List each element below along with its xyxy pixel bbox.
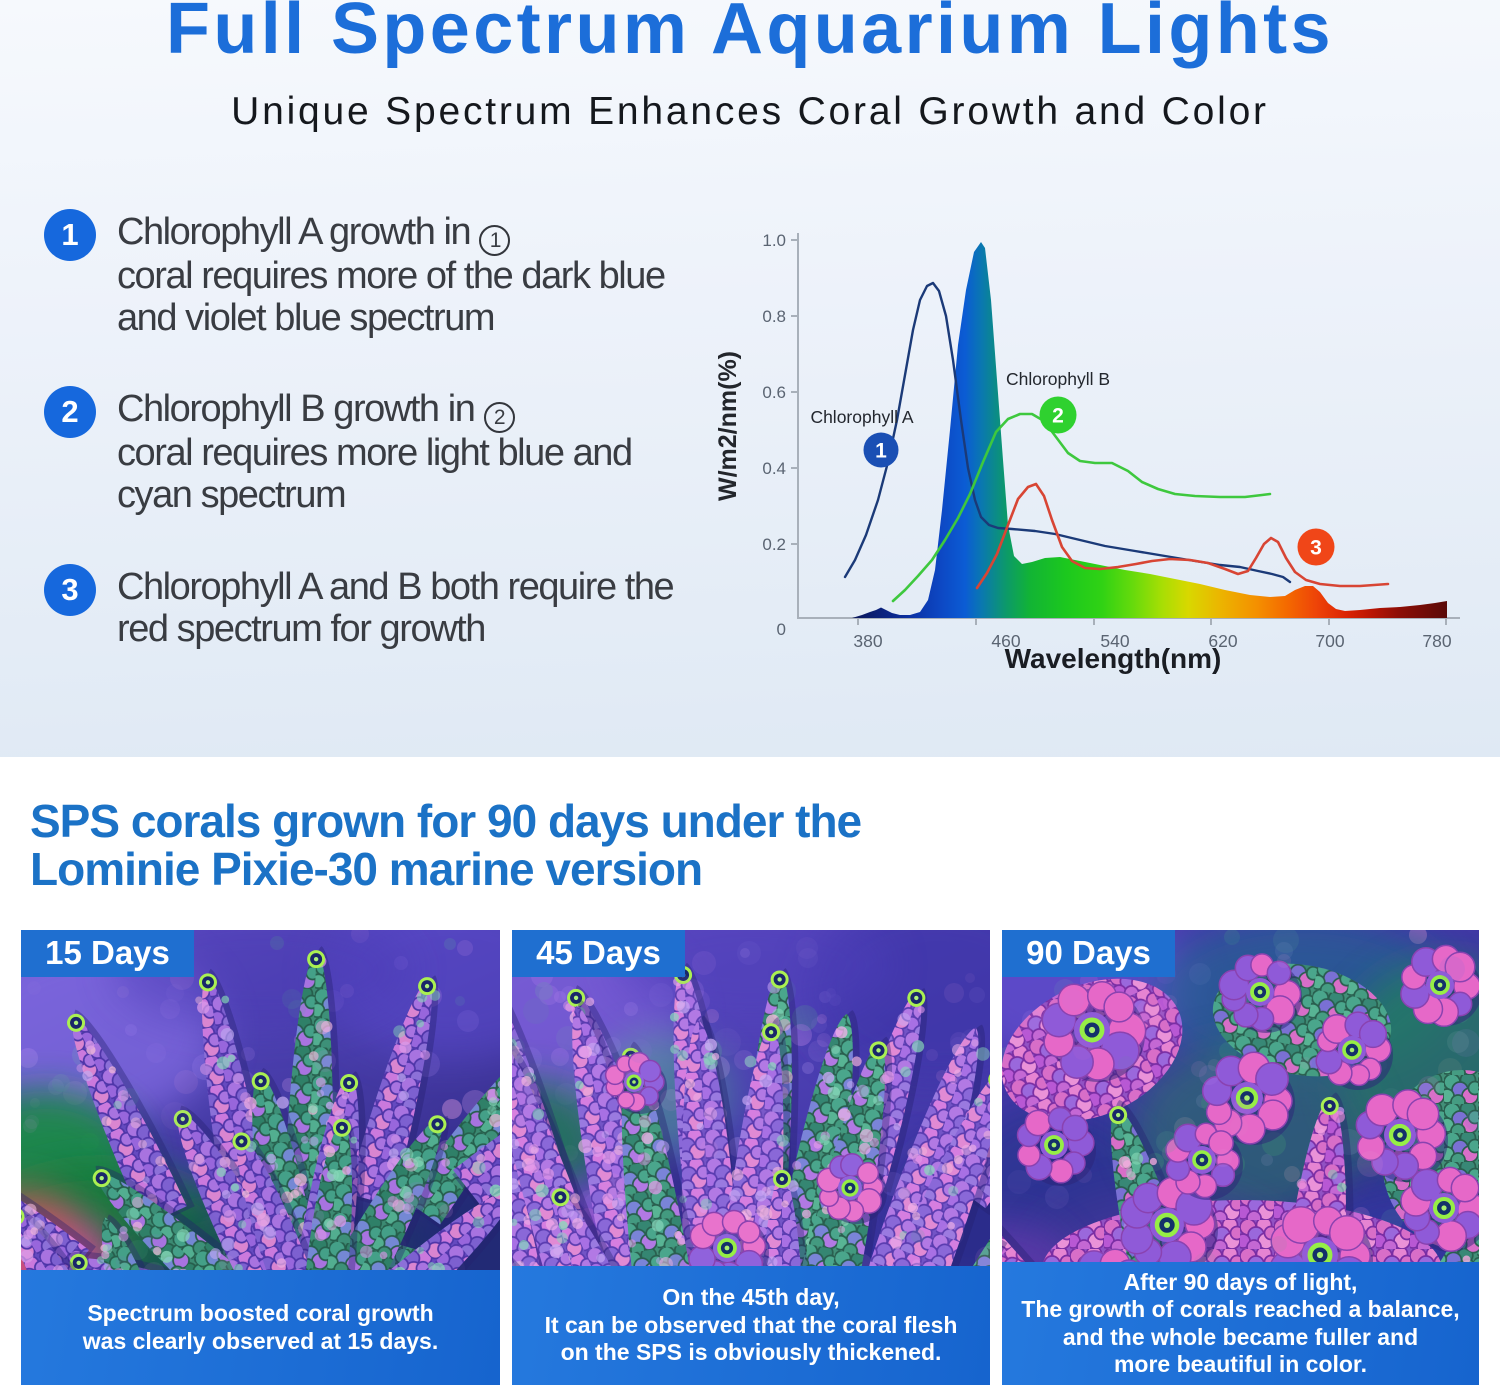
svg-text:1: 1 xyxy=(875,440,887,463)
svg-text:620: 620 xyxy=(1208,631,1237,651)
svg-text:W/m2/nm(%): W/m2/nm(%) xyxy=(714,351,742,501)
svg-text:2: 2 xyxy=(1052,405,1064,428)
svg-text:0.6: 0.6 xyxy=(762,383,786,402)
svg-text:3: 3 xyxy=(1310,537,1322,560)
svg-text:0.8: 0.8 xyxy=(762,307,786,326)
svg-text:Chlorophyll B: Chlorophyll B xyxy=(1006,369,1110,389)
svg-text:0.2: 0.2 xyxy=(762,535,786,554)
svg-text:0.4: 0.4 xyxy=(762,459,786,478)
svg-text:540: 540 xyxy=(1100,631,1129,651)
svg-text:Chlorophyll A: Chlorophyll A xyxy=(810,407,913,427)
svg-text:0: 0 xyxy=(777,620,786,639)
svg-text:460: 460 xyxy=(991,631,1020,651)
svg-text:700: 700 xyxy=(1315,631,1344,651)
svg-text:1.0: 1.0 xyxy=(762,231,786,250)
svg-text:780: 780 xyxy=(1422,631,1451,651)
svg-text:Wavelength(nm): Wavelength(nm) xyxy=(1005,643,1222,674)
svg-text:380: 380 xyxy=(853,631,882,651)
